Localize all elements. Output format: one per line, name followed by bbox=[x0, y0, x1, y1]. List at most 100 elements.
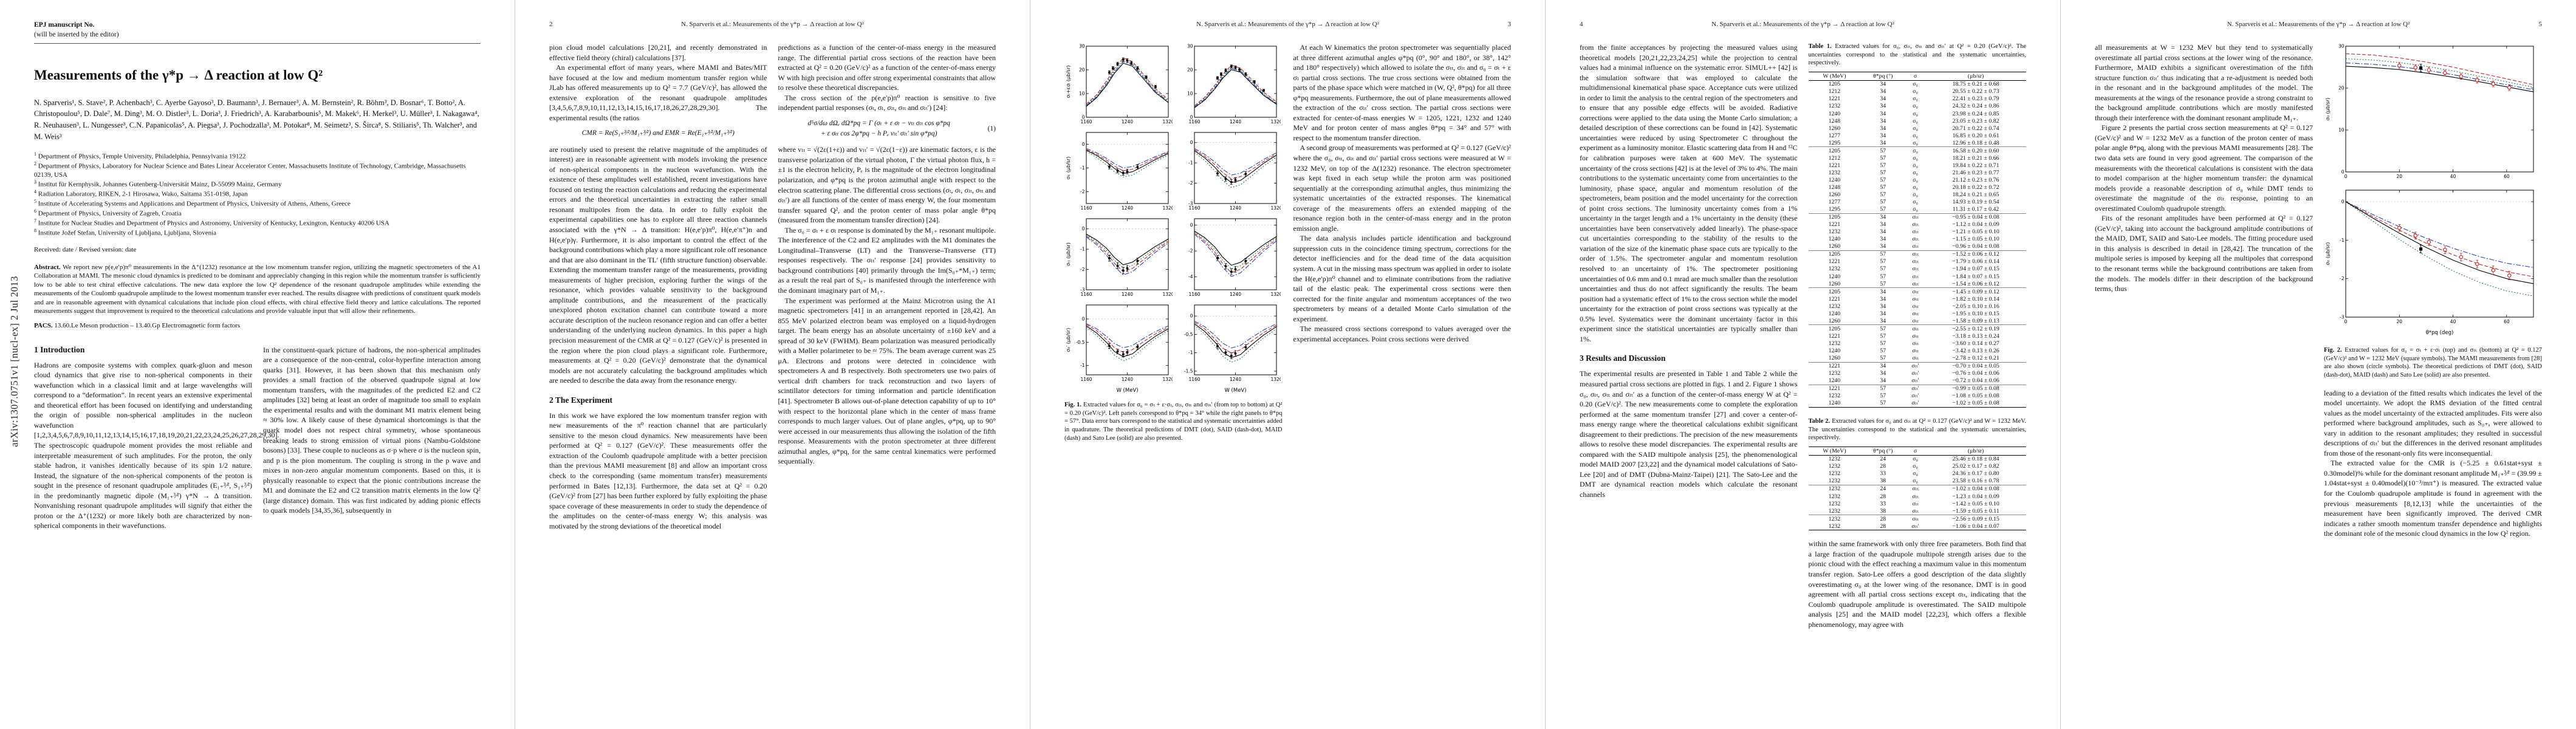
plot-frame bbox=[1194, 46, 1277, 118]
table-cell: 1248 bbox=[1828, 117, 1841, 125]
body-paragraph: The σ₀ = σₜ + ε σₗ response is dominated… bbox=[778, 225, 996, 295]
table-cell: σₗₜ bbox=[1912, 280, 1919, 287]
data-point bbox=[1126, 351, 1129, 354]
table-cell: 1240 bbox=[1828, 400, 1841, 407]
table-1-caption-text: Extracted values for σ₀, σₗₜ, σₜₜ and σₗ… bbox=[1808, 43, 2027, 67]
theory-curve-dmt bbox=[1086, 151, 1169, 177]
data-point bbox=[1216, 77, 1219, 80]
plot-frame bbox=[1086, 304, 1169, 375]
table-cell: 34 bbox=[1860, 361, 1906, 370]
y-tick-label: 0 bbox=[2341, 199, 2345, 205]
table-row: 1205 34 σₗₜ −0.95 ± 0.04 ± 0.08 bbox=[1808, 213, 2026, 221]
theory-curve-dmt bbox=[1086, 327, 1169, 361]
table-cell: 57 bbox=[1880, 265, 1886, 273]
table-column-header: (μb/sr) bbox=[1925, 71, 2026, 81]
table-cell: 33 bbox=[1880, 470, 1886, 477]
table-row: 1221 34 σₜₜ −1.82 ± 0.10 ± 0.14 bbox=[1809, 295, 2027, 303]
data-point bbox=[1116, 63, 1119, 66]
x-tick-label: 1240 bbox=[1230, 377, 1241, 382]
data-point bbox=[1126, 170, 1129, 173]
table-cell: σ₀ bbox=[1913, 176, 1918, 183]
table-row: 1232 33 σ₀ 24.36 ± 0.17 ± 0.80 bbox=[1809, 470, 2027, 477]
table-cell: 1240 bbox=[1828, 347, 1841, 354]
x-tick-label: 1240 bbox=[1230, 205, 1241, 211]
table-row: 1248 57 σ₀ 20.18 ± 0.22 ± 0.72 bbox=[1809, 184, 2027, 191]
data-point-circle bbox=[2427, 240, 2431, 244]
table-row: 1205 34 σₜₜ −1.45 ± 0.09 ± 0.12 bbox=[1808, 287, 2026, 296]
x-tick-label: 60 bbox=[2504, 319, 2510, 324]
y-tick-label: -3 bbox=[1188, 201, 1193, 207]
table-cell: −2.55 ± 0.12 ± 0.19 bbox=[1925, 324, 2026, 333]
table-2-caption: Table 2. Extracted values for σ₀ and σₗₜ… bbox=[1809, 417, 2027, 442]
table-cell: σ₀ bbox=[1913, 477, 1918, 485]
table-row: 1260 34 σₗₜ −0.96 ± 0.04 ± 0.08 bbox=[1809, 243, 2027, 251]
table-cell: 22.41 ± 0.23 ± 0.79 bbox=[1952, 95, 1999, 103]
data-point bbox=[1122, 171, 1125, 174]
table-cell: σₗₜ′ bbox=[1911, 392, 1919, 400]
affiliation: 8 Institute Jožef Stefan, University of … bbox=[34, 227, 217, 237]
table-header-row: W (MeV) θ*pq (°) σ (μb/sr) bbox=[1808, 446, 2026, 456]
table-cell: −0.72 ± 0.04 ± 0.06 bbox=[1952, 377, 1999, 385]
theory-curve-sato bbox=[1194, 230, 1277, 266]
table-cell: −1.08 ± 0.05 ± 0.08 bbox=[1952, 392, 1999, 400]
table-cell: 1221 bbox=[1828, 258, 1841, 265]
y-tick-label: -0.5 bbox=[1184, 332, 1193, 337]
data-point bbox=[1234, 179, 1237, 182]
table-cell: 20.71 ± 0.22 ± 0.74 bbox=[1952, 125, 1999, 132]
table-cell: 1232 bbox=[1808, 485, 1861, 493]
body-paragraph: predictions as a function of the center-… bbox=[778, 43, 996, 92]
data-point bbox=[1108, 344, 1111, 347]
table-cell: 57 bbox=[1880, 169, 1886, 176]
table-cell: 21.46 ± 0.23 ± 0.77 bbox=[1952, 169, 1999, 176]
data-point-circle bbox=[2491, 268, 2496, 272]
table-cell: 1232 bbox=[1828, 500, 1841, 507]
y-tick-label: 20 bbox=[1187, 67, 1193, 73]
x-tick-label: 1160 bbox=[1080, 119, 1092, 125]
table-cell: 57 bbox=[1880, 191, 1886, 199]
page-1: arXiv:1307.0751v1 [nucl-ex] 2 Jul 2013 E… bbox=[0, 0, 515, 729]
y-tick-label: -1 bbox=[1080, 363, 1085, 368]
table-cell: 28 bbox=[1880, 463, 1886, 470]
table-cell: 1232 bbox=[1808, 515, 1861, 523]
table-cell: 20.18 ± 0.22 ± 0.72 bbox=[1952, 183, 1999, 191]
theory-curve-dmt bbox=[1194, 152, 1277, 188]
table-cell: 1205 bbox=[1808, 250, 1861, 259]
table-row: 1232 34 σₗₜ −1.21 ± 0.05 ± 0.10 bbox=[1809, 228, 2027, 236]
table-cell: 34 bbox=[1880, 221, 1886, 228]
data-point bbox=[1154, 85, 1157, 88]
data-point bbox=[1244, 259, 1247, 262]
table-cell: σ₀ bbox=[1913, 81, 1918, 88]
abstract-text: We report new p(e,e′p)π⁰ measurements in… bbox=[34, 263, 481, 315]
table-1-label: Table 1. bbox=[1808, 43, 1832, 50]
table-cell: 1240 bbox=[1828, 176, 1841, 183]
y-tick-label: -2 bbox=[1080, 267, 1085, 272]
table-cell: σₗₜ bbox=[1905, 485, 1926, 493]
cmr-emr-definition: CMR = Re(S₁₊³⁄²/M₁₊³⁄²) and EMR = Re(E₁₊… bbox=[549, 128, 767, 139]
table-cell: −1.79 ± 0.06 ± 0.14 bbox=[1952, 258, 1999, 265]
table-cell: 16.58 ± 0.20 ± 0.60 bbox=[1925, 146, 2026, 155]
table-cell: 57 bbox=[1880, 162, 1886, 169]
page2-col-left: pion cloud model calculations [20,21], a… bbox=[549, 43, 767, 531]
table-cell: 1221 bbox=[1828, 295, 1841, 303]
figure-2-caption-text: Extracted values for σ₀ = σₜ + ε·σₗ (top… bbox=[2324, 347, 2543, 378]
running-head: N. Sparveris et al.: Measurements of the… bbox=[1064, 21, 1511, 28]
table-cell: 34 bbox=[1880, 132, 1886, 139]
table-row: 1232 34 σ₀ 24.32 ± 0.24 ± 0.86 bbox=[1809, 103, 2027, 110]
page4-columns: from the finite acceptances by projectin… bbox=[1580, 43, 2026, 629]
theory-curve-sato bbox=[2345, 201, 2534, 284]
table-cell: −1.45 ± 0.09 ± 0.12 bbox=[1925, 287, 2026, 296]
figure-2-label: Fig. 2. bbox=[2324, 347, 2342, 354]
table-cell: σ₀ bbox=[1913, 162, 1918, 169]
y-axis-title: σ₀ (μb/sr) bbox=[2325, 98, 2331, 120]
section-2-heading: 2 The Experiment bbox=[549, 395, 612, 405]
running-head: 4 N. Sparveris et al.: Measurements of t… bbox=[1580, 21, 2026, 28]
author-list: N. Sparveris¹, S. Stave², P. Achenbach³,… bbox=[34, 98, 479, 141]
table-cell: σₜₜ bbox=[1905, 287, 1926, 296]
table-cell: 25.46 ± 0.18 ± 0.84 bbox=[1952, 456, 1999, 463]
x-tick-label: 20 bbox=[2397, 319, 2403, 324]
table-row: 1260 34 σₜₜ −1.58 ± 0.09 ± 0.13 bbox=[1809, 317, 2027, 325]
table-cell: 1260 bbox=[1828, 191, 1841, 199]
theory-curve-said bbox=[2345, 201, 2534, 268]
table-cell: σ₀ bbox=[1913, 95, 1918, 103]
